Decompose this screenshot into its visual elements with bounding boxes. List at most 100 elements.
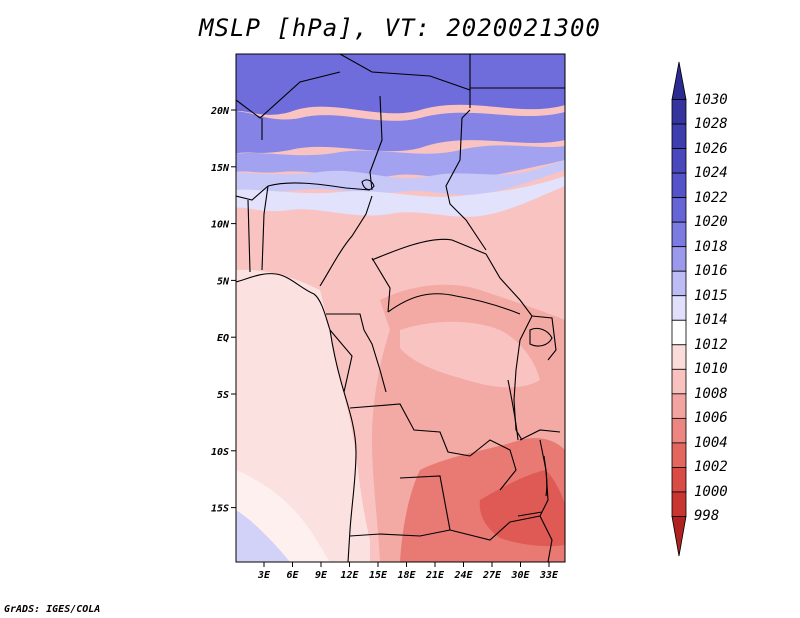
colorbar-label: 1024 xyxy=(694,165,728,182)
border-cameroon-gabon xyxy=(326,313,365,331)
colorbar-segment xyxy=(671,221,687,248)
lat-label: 10S xyxy=(211,447,229,458)
border-chad-sudan xyxy=(445,109,487,251)
border-angola-namibia xyxy=(349,529,451,537)
border-south-sudan xyxy=(485,253,533,317)
lon-label: 21E xyxy=(425,570,445,581)
border-algeria-niger xyxy=(236,71,341,119)
lon-label: 30E xyxy=(510,570,530,581)
colorbar-label: 1028 xyxy=(694,116,728,133)
colorbar-segment xyxy=(671,295,687,321)
lat-label: EQ xyxy=(217,333,229,344)
colorbar-segment xyxy=(671,246,687,272)
pressure-field xyxy=(236,54,565,562)
lon-label: 33E xyxy=(539,570,559,581)
colorbar-segment xyxy=(671,393,687,419)
colorbar-segment xyxy=(671,148,687,174)
lon-label: 27E xyxy=(482,570,502,581)
colorbar-segment xyxy=(671,442,687,468)
colorbar-label: 1006 xyxy=(694,410,728,427)
lon-label: 9E xyxy=(315,570,328,581)
colorbar-segment xyxy=(671,123,687,149)
lon-label: 6E xyxy=(286,570,299,581)
colorbar-segment xyxy=(671,172,687,199)
lat-label: 20N xyxy=(210,106,230,117)
colorbar-label: 1015 xyxy=(694,287,728,304)
colorbar-segment xyxy=(671,368,687,395)
border-zambia-zimbabwe xyxy=(449,515,541,541)
lon-label: 18E xyxy=(397,570,416,581)
border-zimbabwe-moz xyxy=(539,515,553,562)
footer-credit: GrADS: IGES/COLA xyxy=(4,604,101,615)
border-nigeria-cameroon xyxy=(319,195,373,287)
map-frame xyxy=(235,53,566,563)
colorbar-label: 1004 xyxy=(694,434,728,451)
border-niger-libya xyxy=(339,54,471,91)
colorbar-segment xyxy=(671,99,687,125)
lake-victoria xyxy=(529,327,553,347)
latitude-axis: 20N 15N 10N 5N EQ 5S 10S 15S xyxy=(210,106,236,515)
lake-tanganyika xyxy=(507,379,519,441)
south-atlantic-high-zone xyxy=(236,510,290,562)
lake-chad-zone xyxy=(236,176,565,217)
central-deep-zone xyxy=(400,321,540,388)
colorbar-segment xyxy=(671,417,687,444)
lake-kariba xyxy=(517,511,543,517)
lat-label: 10N xyxy=(211,220,230,231)
colorbar-label: 1014 xyxy=(694,312,728,329)
colorbar-label: 1000 xyxy=(694,483,728,500)
colorbar-label: 1008 xyxy=(694,385,728,402)
colorbar-segment xyxy=(671,319,687,346)
border-niger-nigeria xyxy=(267,182,371,191)
colorbar-label: 1020 xyxy=(694,214,728,231)
border-drc-angola xyxy=(349,403,471,457)
sahel-band-zone xyxy=(236,160,565,195)
colorbar xyxy=(671,61,687,557)
sahel-ridge-zone xyxy=(236,145,565,180)
colorbar-segment xyxy=(671,344,687,370)
colorbar-segment xyxy=(671,197,687,223)
border-chad-car xyxy=(371,238,487,261)
lon-label: 12E xyxy=(340,570,359,581)
colorbar-top-arrow xyxy=(671,61,687,100)
border-angola-zambia xyxy=(399,475,451,531)
colorbar-label: 1018 xyxy=(694,238,728,255)
border-cameroon-car xyxy=(371,257,391,313)
colorbar-label: 1022 xyxy=(694,189,728,206)
sahara-high-zone xyxy=(236,54,565,115)
lat-label: 5S xyxy=(217,390,229,401)
sahara-mid-zone xyxy=(236,111,565,154)
lat-label: 5N xyxy=(217,276,230,287)
border-tanzania xyxy=(519,429,561,441)
map-title: MSLP [hPa], VT: 2020021300 xyxy=(199,14,601,42)
longitude-axis: 3E 6E 9E 12E 15E 18E 21E 24E 27E 30E 33E xyxy=(257,562,559,581)
country-borders xyxy=(236,54,565,562)
border-nigeria-benin xyxy=(261,185,269,271)
lon-label: 15E xyxy=(369,570,388,581)
lake-malawi xyxy=(543,455,548,497)
lake-chad xyxy=(361,179,375,191)
colorbar-label: 1010 xyxy=(694,361,728,378)
lon-label: 24E xyxy=(453,570,473,581)
colorbar-label: 1012 xyxy=(694,336,728,353)
border-car-drc xyxy=(387,293,521,315)
border-drc-zambia xyxy=(469,439,517,491)
border-uganda-kenya xyxy=(531,315,557,361)
lat-label: 15S xyxy=(211,504,229,515)
colorbar-label: 1026 xyxy=(694,140,728,157)
colorbar-segment xyxy=(671,467,687,493)
colorbar-segment xyxy=(671,270,687,297)
lat-label: 15N xyxy=(211,163,230,174)
colorbar-label: 998 xyxy=(694,508,720,525)
border-benin-togo xyxy=(247,199,251,273)
border-congo-drc xyxy=(363,329,387,393)
colorbar-segment xyxy=(671,491,687,517)
border-congo-gabon xyxy=(329,329,353,393)
colorbar-label: 1016 xyxy=(694,263,728,280)
colorbar-bottom-arrow xyxy=(671,516,687,557)
lon-label: 3E xyxy=(257,570,271,581)
border-burkina xyxy=(236,185,269,201)
colorbar-label: 1030 xyxy=(694,91,728,108)
colorbar-label: 1002 xyxy=(694,459,728,476)
